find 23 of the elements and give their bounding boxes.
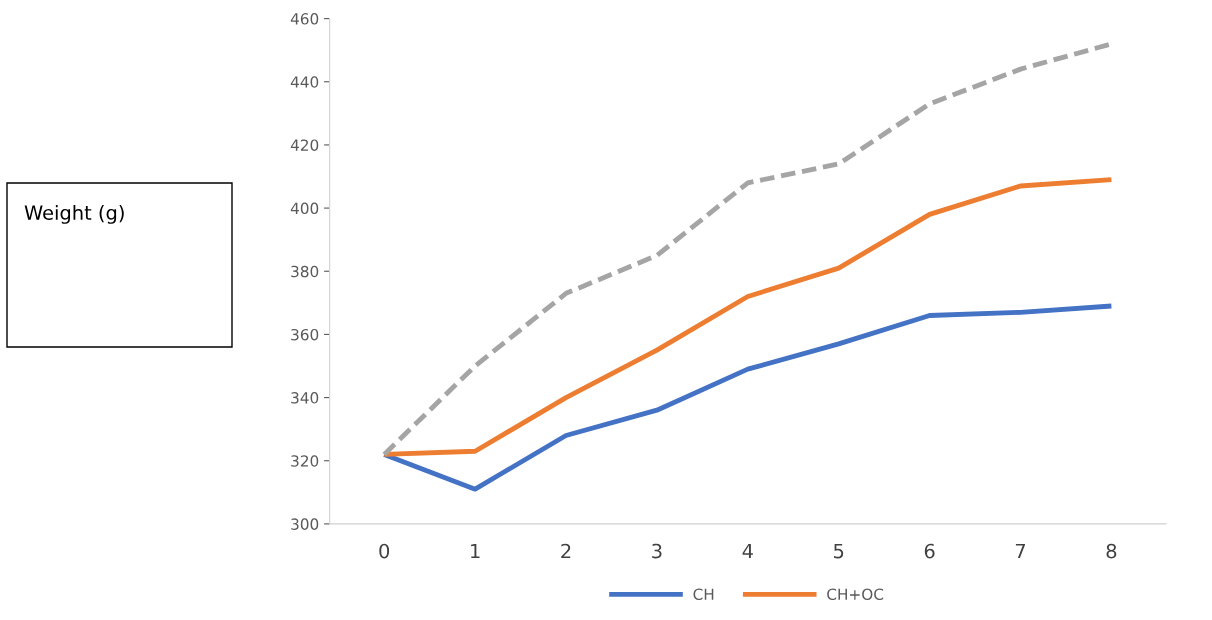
x-tick-label: 3 [652, 543, 662, 559]
x-tick-label: 6 [924, 543, 935, 559]
y-tick-label: 400 [290, 202, 319, 215]
x-tick-label: 0 [379, 543, 390, 559]
y-tick-label: 380 [291, 265, 319, 278]
line-series [381, 177, 1114, 457]
y-tick-label: 340 [291, 392, 319, 404]
x-tick-label: 7 [1015, 543, 1026, 559]
y-tick-label: 320 [291, 455, 319, 467]
x-tick-label: 1 [471, 543, 480, 559]
y-tick-label: 300 [291, 518, 319, 530]
legend-label: CH [693, 588, 714, 601]
x-tick-label: 8 [1106, 543, 1117, 559]
x-tick-label: 2 [561, 543, 571, 559]
line-series [381, 303, 1114, 492]
text: Weight (g) [24, 205, 124, 224]
y-tick-label: 360 [291, 328, 319, 341]
y-tick-label: 440 [290, 76, 319, 88]
x-tick-label: 5 [834, 543, 844, 559]
y-tick-label: 460 [290, 13, 319, 25]
x-tick-label: 4 [742, 543, 753, 559]
legend-label: CH+OC [827, 588, 884, 601]
y-tick-label: 420 [290, 139, 319, 151]
